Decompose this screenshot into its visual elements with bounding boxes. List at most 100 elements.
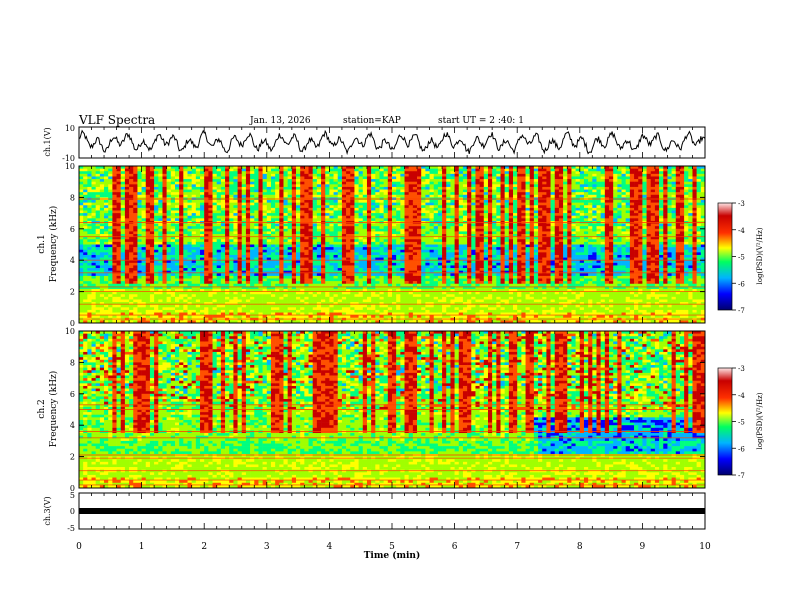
spectrogram-cell xyxy=(392,200,397,203)
spectrogram-cell xyxy=(304,207,309,211)
spectrogram-cell xyxy=(304,234,309,237)
spectrogram-cell xyxy=(241,260,247,264)
spectrogram-cell xyxy=(362,288,368,292)
spectrogram-cell xyxy=(116,210,122,214)
spectrogram-cell xyxy=(337,200,343,203)
spectrogram-cell xyxy=(354,186,359,190)
spectrogram-cell xyxy=(341,309,347,313)
spectrogram-cell xyxy=(95,307,101,311)
spectrogram-cell xyxy=(375,278,380,282)
spectrogram-cell xyxy=(358,239,364,243)
spectrogram-cell xyxy=(383,252,389,256)
spectrogram-cell xyxy=(245,228,251,232)
spectrogram-cell xyxy=(283,213,288,217)
spectrogram-cell xyxy=(225,252,230,256)
spectrogram-cell xyxy=(300,254,305,258)
spectrogram-cell xyxy=(258,320,263,324)
spectrogram-cell xyxy=(149,236,155,240)
spectrogram-cell xyxy=(396,252,401,256)
spectrogram-cell xyxy=(87,207,92,211)
spectrogram-cell xyxy=(417,262,422,266)
spectrogram-cell xyxy=(287,202,293,206)
spectrogram-cell xyxy=(129,166,134,169)
spectrogram-cell xyxy=(404,304,409,308)
spectrogram-cell xyxy=(195,207,201,211)
spectrogram-cell xyxy=(162,173,167,177)
spectrogram-cell xyxy=(250,202,255,206)
spectrogram-cell xyxy=(350,176,355,180)
spectrogram-cell xyxy=(308,257,313,261)
spectrogram-cell xyxy=(346,278,351,282)
spectrogram-cell xyxy=(137,294,142,298)
spectrogram-cell xyxy=(133,192,138,196)
spectrogram-cell xyxy=(325,239,330,243)
spectrogram-cell xyxy=(108,179,113,182)
spectrogram-cell xyxy=(83,184,88,188)
spectrogram-cell xyxy=(145,270,151,274)
spectrogram-cell xyxy=(366,168,372,172)
spectrogram-cell xyxy=(283,254,288,258)
spectrogram-cell xyxy=(396,281,401,285)
spectrogram-cell xyxy=(170,262,176,266)
spectrogram-cell xyxy=(170,200,176,203)
spectrogram-cell xyxy=(149,312,155,316)
spectrogram-cell xyxy=(362,176,368,180)
spectrogram-cell xyxy=(95,202,101,206)
spectrogram-cell xyxy=(120,283,126,287)
spectrogram-cell xyxy=(104,207,109,211)
spectrogram-cell xyxy=(366,231,372,235)
spectrogram-cell xyxy=(216,249,222,253)
spectrogram-cell xyxy=(379,307,384,311)
spectrogram-cell xyxy=(208,189,213,193)
spectrogram-cell xyxy=(262,273,268,277)
spectrogram-cell xyxy=(145,315,151,319)
spectrogram-cell xyxy=(404,320,409,324)
spectrogram-cell xyxy=(149,166,155,169)
spectrogram-cell xyxy=(300,265,305,269)
spectrogram-cell xyxy=(250,254,255,258)
spectrogram-cell xyxy=(316,315,322,319)
spectrogram-cell xyxy=(291,268,297,271)
spectrogram-cell xyxy=(137,283,142,287)
spectrogram-cell xyxy=(191,241,197,245)
spectrogram-cell xyxy=(133,294,138,298)
spectrogram-cell xyxy=(279,231,284,235)
spectrogram-cell xyxy=(212,205,218,209)
spectrogram-cell xyxy=(279,252,284,256)
spectrogram-cell xyxy=(91,296,96,300)
spectrogram-cell xyxy=(258,262,263,266)
spectrogram-cell xyxy=(250,207,255,211)
spectrogram-cell xyxy=(262,294,268,298)
spectrogram-cell xyxy=(200,273,205,277)
spectrogram-cell xyxy=(341,236,347,240)
spectrogram-cell xyxy=(204,302,209,305)
spectrogram-cell xyxy=(108,228,113,232)
spectrogram-cell xyxy=(396,262,401,266)
spectrogram-cell xyxy=(120,288,126,292)
spectrogram-cell xyxy=(300,247,305,251)
spectrogram-cell xyxy=(79,194,84,198)
spectrogram-cell xyxy=(346,294,351,298)
spectrogram-cell xyxy=(350,166,355,169)
spectrogram-cell xyxy=(95,231,101,235)
spectrogram-cell xyxy=(250,283,255,287)
spectrogram-cell xyxy=(254,241,259,245)
spectrogram-cell xyxy=(204,275,209,279)
spectrogram-cell xyxy=(321,278,326,282)
spectrogram-cell xyxy=(154,184,159,188)
spectrogram-cell xyxy=(179,257,184,261)
spectrogram-cell xyxy=(229,179,234,182)
spectrogram-cell xyxy=(346,315,351,319)
spectrogram-cell xyxy=(287,176,293,180)
spectrogram-cell xyxy=(158,226,163,230)
spectrogram-cell xyxy=(396,213,401,217)
spectrogram-cell xyxy=(241,244,247,248)
spectrogram-cell xyxy=(371,241,376,245)
spectrogram-cell xyxy=(174,205,180,209)
spectrogram-cell xyxy=(187,168,192,172)
spectrogram-cell xyxy=(312,202,318,206)
spectrogram-cell xyxy=(212,200,218,203)
spectrogram-cell xyxy=(304,228,309,232)
spectrogram-cell xyxy=(225,283,230,287)
spectrogram-cell xyxy=(408,257,414,261)
